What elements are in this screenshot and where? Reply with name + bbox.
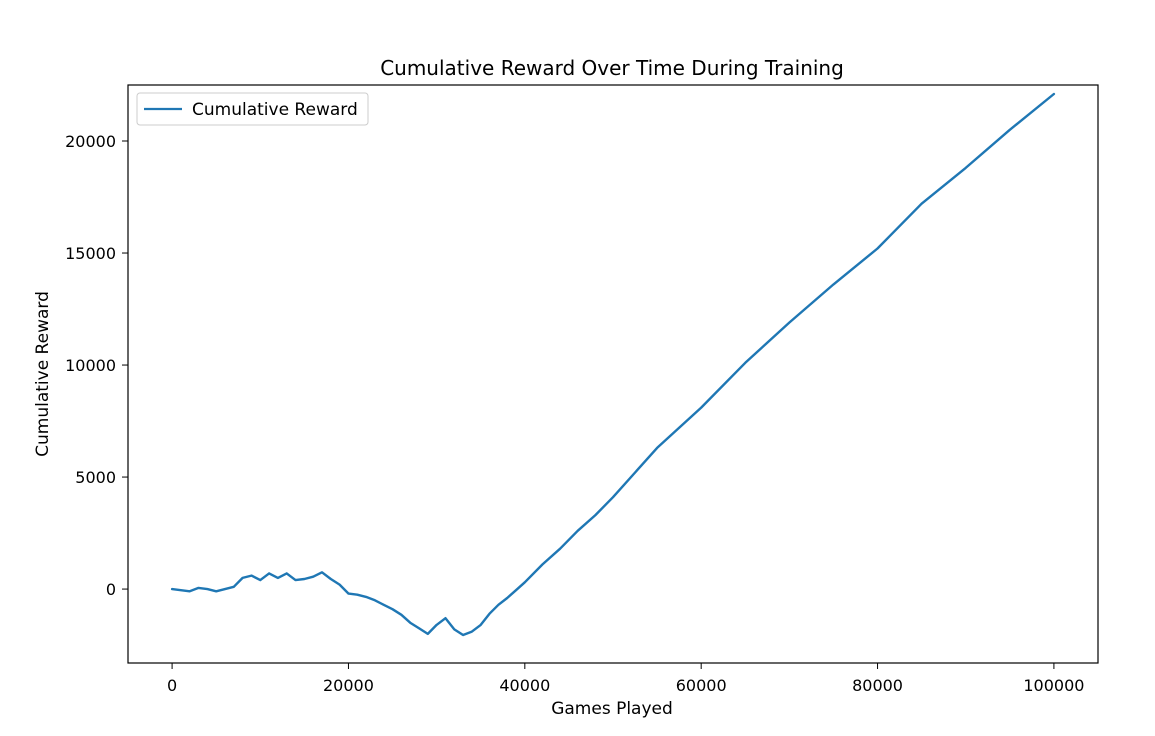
x-tick-label: 100000: [1023, 676, 1084, 695]
y-tick-label: 20000: [65, 132, 116, 151]
legend: Cumulative Reward: [136, 92, 369, 126]
y-tick-label: 15000: [65, 244, 116, 263]
chart-title: Cumulative Reward Over Time During Train…: [380, 56, 844, 80]
x-tick-label: 80000: [852, 676, 903, 695]
x-axis-label: Games Played: [551, 699, 673, 719]
y-axis-ticks: 0 5000 10000 15000 20000: [65, 132, 128, 599]
x-tick-label: 0: [167, 676, 177, 695]
series-layer: [170, 92, 1056, 637]
plot-area-frame: [127, 84, 1099, 664]
y-tick-label: 0: [106, 580, 116, 599]
y-tick-label: 10000: [65, 356, 116, 375]
y-axis-label: Cumulative Reward: [33, 291, 53, 457]
legend-label: Cumulative Reward: [192, 100, 358, 120]
series-line: [170, 92, 1056, 637]
y-tick-label: 5000: [75, 468, 116, 487]
legend-box: [136, 92, 369, 126]
x-tick-label: 60000: [676, 676, 727, 695]
x-axis-ticks: 0 20000 40000 60000 80000 100000: [167, 663, 1084, 695]
x-tick-label: 20000: [323, 676, 374, 695]
x-tick-label: 40000: [499, 676, 550, 695]
